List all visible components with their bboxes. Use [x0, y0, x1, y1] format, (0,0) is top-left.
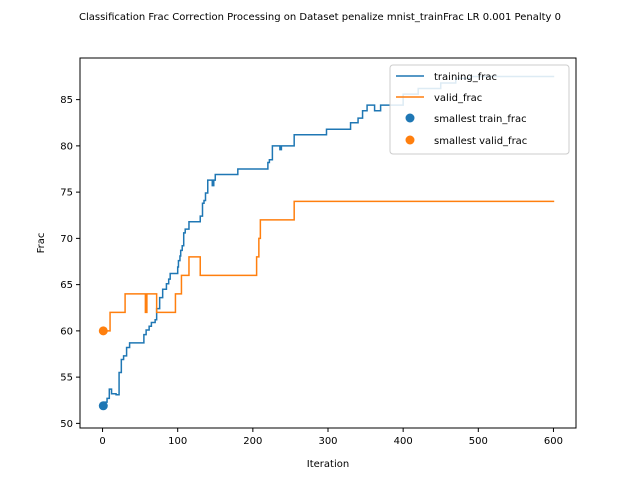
- legend-label-smallest-train-frac: smallest train_frac: [434, 114, 527, 125]
- y-tick-label: 85: [60, 95, 73, 106]
- y-tick-label: 55: [60, 373, 73, 384]
- legend-label-valid-frac: valid_frac: [434, 93, 482, 104]
- series-layer: [102, 75, 555, 407]
- legend-label-smallest-valid-frac: smallest valid_frac: [434, 136, 527, 147]
- y-axis-label: Frac: [36, 233, 47, 254]
- series-line-valid-frac: [102, 200, 555, 332]
- y-axis-ticks: 50 55 60 65 70 75 80 85: [60, 95, 80, 430]
- y-tick-label: 75: [60, 188, 73, 199]
- chart-title: Classification Frac Correction Processin…: [79, 12, 561, 23]
- x-tick-label: 400: [394, 436, 413, 447]
- y-tick-label: 65: [60, 280, 73, 291]
- x-axis-label: Iteration: [307, 459, 349, 470]
- series-line-training-frac: [102, 75, 555, 407]
- y-tick-label: 80: [60, 141, 73, 152]
- x-tick-label: 200: [243, 436, 262, 447]
- scatter-point-smallest-train-frac: [98, 401, 108, 411]
- legend-frame: [389, 64, 570, 155]
- y-tick-label: 60: [60, 326, 73, 337]
- scatter-layer: [98, 326, 108, 411]
- x-tick-label: 600: [544, 436, 563, 447]
- legend-label-training-frac: training_frac: [434, 72, 497, 83]
- y-tick-label: 70: [60, 234, 73, 245]
- x-axis-ticks: 0 100 200 300 400 500 600: [99, 428, 563, 447]
- x-tick-label: 100: [168, 436, 187, 447]
- plot-frame: [79, 57, 577, 429]
- x-tick-label: 300: [318, 436, 337, 447]
- legend-marker-smallest-valid-frac: [405, 135, 415, 145]
- scatter-point-smallest-valid-frac: [98, 326, 108, 336]
- x-tick-label: 500: [469, 436, 488, 447]
- x-tick-label: 0: [99, 436, 105, 447]
- legend: training_frac valid_frac smallest train_…: [389, 64, 570, 155]
- y-tick-label: 50: [60, 419, 73, 430]
- legend-marker-smallest-train-frac: [405, 113, 415, 123]
